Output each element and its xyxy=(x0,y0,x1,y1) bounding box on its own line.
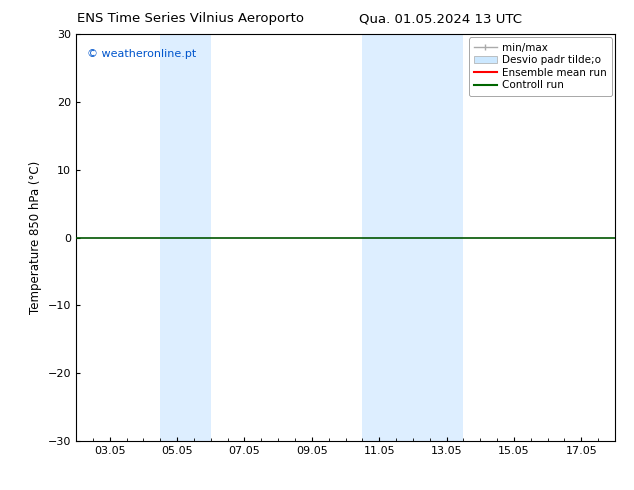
Legend: min/max, Desvio padr tilde;o, Ensemble mean run, Controll run: min/max, Desvio padr tilde;o, Ensemble m… xyxy=(469,37,612,96)
Text: © weatheronline.pt: © weatheronline.pt xyxy=(87,49,196,58)
Y-axis label: Temperature 850 hPa (°C): Temperature 850 hPa (°C) xyxy=(29,161,42,314)
Text: ENS Time Series Vilnius Aeroporto: ENS Time Series Vilnius Aeroporto xyxy=(77,12,304,25)
Bar xyxy=(160,34,210,441)
Bar xyxy=(363,34,463,441)
Text: Qua. 01.05.2024 13 UTC: Qua. 01.05.2024 13 UTC xyxy=(359,12,522,25)
